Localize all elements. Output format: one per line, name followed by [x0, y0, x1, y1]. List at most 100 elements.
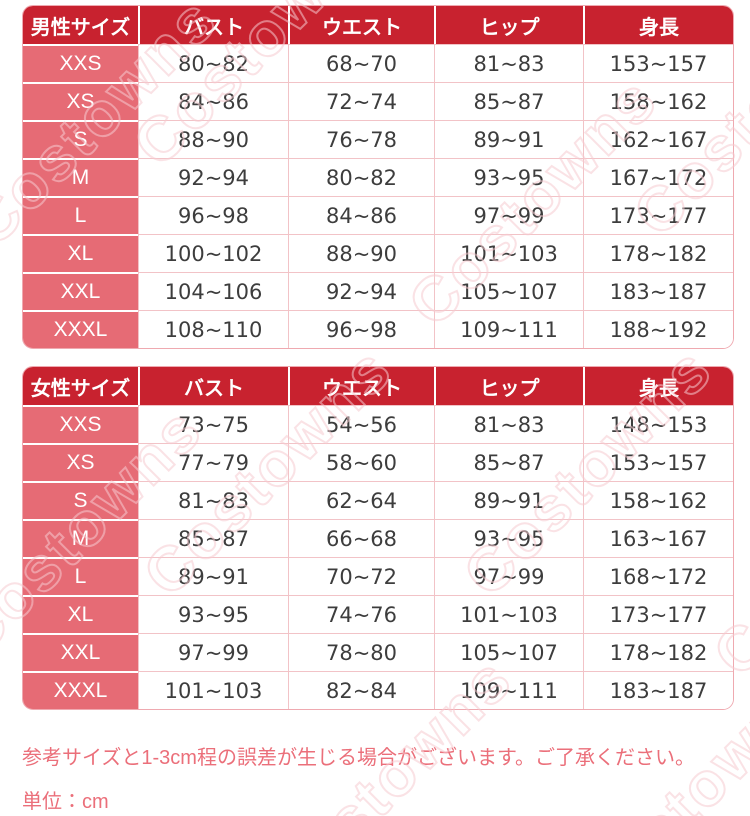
mens-size-grid: 男性サイズ バスト ウエスト ヒップ 身長 XXS 80~82 68~70 81~83… — [23, 6, 733, 348]
size-label: M — [23, 158, 138, 196]
cell-height: 183~187 — [583, 272, 733, 310]
cell-bust: 89~91 — [138, 557, 288, 595]
size-label: M — [23, 519, 138, 557]
size-label: XXXL — [23, 671, 138, 709]
cell-height: 183~187 — [583, 671, 733, 709]
cell-waist: 66~68 — [288, 519, 434, 557]
cell-hip: 81~83 — [434, 44, 583, 82]
cell-bust: 100~102 — [138, 234, 288, 272]
cell-hip: 101~103 — [434, 595, 583, 633]
cell-waist: 70~72 — [288, 557, 434, 595]
table-row: L 96~98 84~86 97~99 173~177 — [23, 196, 733, 234]
cell-height: 162~167 — [583, 120, 733, 158]
table-row: XL 93~95 74~76 101~103 173~177 — [23, 595, 733, 633]
table-row: XXL 104~106 92~94 105~107 183~187 — [23, 272, 733, 310]
cell-height: 153~157 — [583, 443, 733, 481]
cell-bust: 101~103 — [138, 671, 288, 709]
cell-waist: 96~98 — [288, 310, 434, 348]
cell-height: 158~162 — [583, 481, 733, 519]
table-title: 女性サイズ — [23, 367, 138, 405]
cell-bust: 85~87 — [138, 519, 288, 557]
cell-hip: 93~95 — [434, 158, 583, 196]
womens-size-table: 女性サイズ バスト ウエスト ヒップ 身長 XXS 73~75 54~56 81~83… — [22, 366, 734, 710]
cell-height: 158~162 — [583, 82, 733, 120]
column-header-waist: ウエスト — [288, 367, 434, 405]
cell-hip: 97~99 — [434, 196, 583, 234]
unit-note: 単位：cm — [22, 791, 109, 813]
column-header-height: 身長 — [583, 6, 733, 44]
table-row: M 92~94 80~82 93~95 167~172 — [23, 158, 733, 196]
cell-waist: 84~86 — [288, 196, 434, 234]
table-row: XXL 97~99 78~80 105~107 178~182 — [23, 633, 733, 671]
table-row: XXXL 108~110 96~98 109~111 188~192 — [23, 310, 733, 348]
cell-waist: 88~90 — [288, 234, 434, 272]
cell-height: 178~182 — [583, 633, 733, 671]
cell-hip: 81~83 — [434, 405, 583, 443]
size-label: XS — [23, 443, 138, 481]
size-label: S — [23, 481, 138, 519]
cell-waist: 58~60 — [288, 443, 434, 481]
table-row: XS 84~86 72~74 85~87 158~162 — [23, 82, 733, 120]
cell-bust: 84~86 — [138, 82, 288, 120]
cell-height: 148~153 — [583, 405, 733, 443]
size-label: XXS — [23, 405, 138, 443]
cell-waist: 62~64 — [288, 481, 434, 519]
size-label: S — [23, 120, 138, 158]
cell-bust: 88~90 — [138, 120, 288, 158]
table-row: L 89~91 70~72 97~99 168~172 — [23, 557, 733, 595]
column-header-height: 身長 — [583, 367, 733, 405]
size-label: XS — [23, 82, 138, 120]
size-label: XXL — [23, 633, 138, 671]
size-label: XXL — [23, 272, 138, 310]
column-header-hip: ヒップ — [434, 367, 583, 405]
tolerance-note: 参考サイズと1-3cm程の誤差が生じる場合がございます。ご了承ください。 — [22, 747, 695, 769]
size-label: L — [23, 557, 138, 595]
size-label: XXXL — [23, 310, 138, 348]
cell-height: 173~177 — [583, 595, 733, 633]
header-row: 男性サイズ バスト ウエスト ヒップ 身長 — [23, 6, 733, 44]
cell-waist: 80~82 — [288, 158, 434, 196]
cell-bust: 92~94 — [138, 158, 288, 196]
cell-height: 168~172 — [583, 557, 733, 595]
table-row: S 88~90 76~78 89~91 162~167 — [23, 120, 733, 158]
size-label: XL — [23, 234, 138, 272]
table-row: XXS 73~75 54~56 81~83 148~153 — [23, 405, 733, 443]
cell-hip: 97~99 — [434, 557, 583, 595]
cell-hip: 89~91 — [434, 481, 583, 519]
cell-height: 167~172 — [583, 158, 733, 196]
table-row: M 85~87 66~68 93~95 163~167 — [23, 519, 733, 557]
cell-bust: 77~79 — [138, 443, 288, 481]
cell-bust: 93~95 — [138, 595, 288, 633]
cell-height: 163~167 — [583, 519, 733, 557]
womens-size-grid: 女性サイズ バスト ウエスト ヒップ 身長 XXS 73~75 54~56 81~83… — [23, 367, 733, 709]
table-title: 男性サイズ — [23, 6, 138, 44]
table-row: XXS 80~82 68~70 81~83 153~157 — [23, 44, 733, 82]
cell-hip: 93~95 — [434, 519, 583, 557]
table-row: XS 77~79 58~60 85~87 153~157 — [23, 443, 733, 481]
size-label: XXS — [23, 44, 138, 82]
cell-bust: 73~75 — [138, 405, 288, 443]
cell-waist: 74~76 — [288, 595, 434, 633]
cell-hip: 109~111 — [434, 671, 583, 709]
cell-hip: 101~103 — [434, 234, 583, 272]
cell-hip: 89~91 — [434, 120, 583, 158]
table-row: XL 100~102 88~90 101~103 178~182 — [23, 234, 733, 272]
header-row: 女性サイズ バスト ウエスト ヒップ 身長 — [23, 367, 733, 405]
cell-waist: 78~80 — [288, 633, 434, 671]
column-header-hip: ヒップ — [434, 6, 583, 44]
cell-height: 153~157 — [583, 44, 733, 82]
cell-height: 173~177 — [583, 196, 733, 234]
cell-waist: 82~84 — [288, 671, 434, 709]
cell-bust: 104~106 — [138, 272, 288, 310]
cell-bust: 80~82 — [138, 44, 288, 82]
cell-hip: 85~87 — [434, 82, 583, 120]
cell-bust: 96~98 — [138, 196, 288, 234]
cell-height: 188~192 — [583, 310, 733, 348]
cell-bust: 108~110 — [138, 310, 288, 348]
column-header-bust: バスト — [138, 6, 288, 44]
cell-waist: 54~56 — [288, 405, 434, 443]
mens-size-table: 男性サイズ バスト ウエスト ヒップ 身長 XXS 80~82 68~70 81~83… — [22, 5, 734, 349]
cell-waist: 68~70 — [288, 44, 434, 82]
cell-height: 178~182 — [583, 234, 733, 272]
